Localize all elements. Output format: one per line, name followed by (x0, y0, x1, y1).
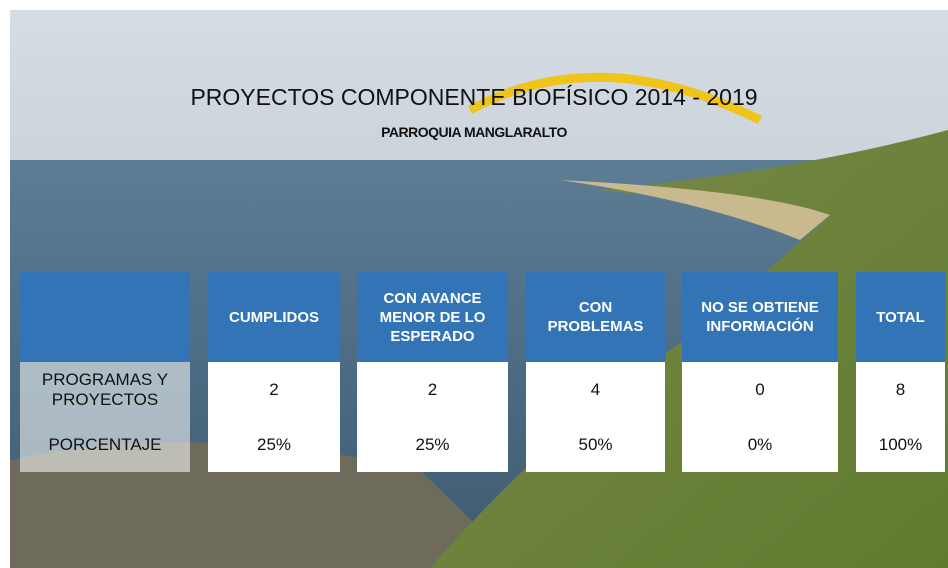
cell: 25% (357, 417, 508, 472)
header-cell (20, 272, 190, 362)
header-cell: CON PROBLEMAS (526, 272, 665, 362)
cell: 0% (682, 417, 838, 472)
cell: 25% (208, 417, 340, 472)
header-cell: CON AVANCE MENOR DE LO ESPERADO (357, 272, 508, 362)
cell: 8 (856, 362, 945, 417)
header-cell: NO SE OBTIENE INFORMACIÓN (682, 272, 838, 362)
row-label: PORCENTAJE (20, 417, 190, 472)
cell: 2 (208, 362, 340, 417)
cell: 0 (682, 362, 838, 417)
header-cell: TOTAL (856, 272, 945, 362)
cell: 2 (357, 362, 508, 417)
cell: 50% (526, 417, 665, 472)
row-label: PROGRAMAS Y PROYECTOS (20, 362, 190, 417)
subtitle: PARROQUIA MANGLARALTO (381, 124, 567, 140)
cell: 100% (856, 417, 945, 472)
header-cell: CUMPLIDOS (208, 272, 340, 362)
title: PROYECTOS COMPONENTE BIOFÍSICO 2014 - 20… (190, 84, 758, 110)
cell: 4 (526, 362, 665, 417)
